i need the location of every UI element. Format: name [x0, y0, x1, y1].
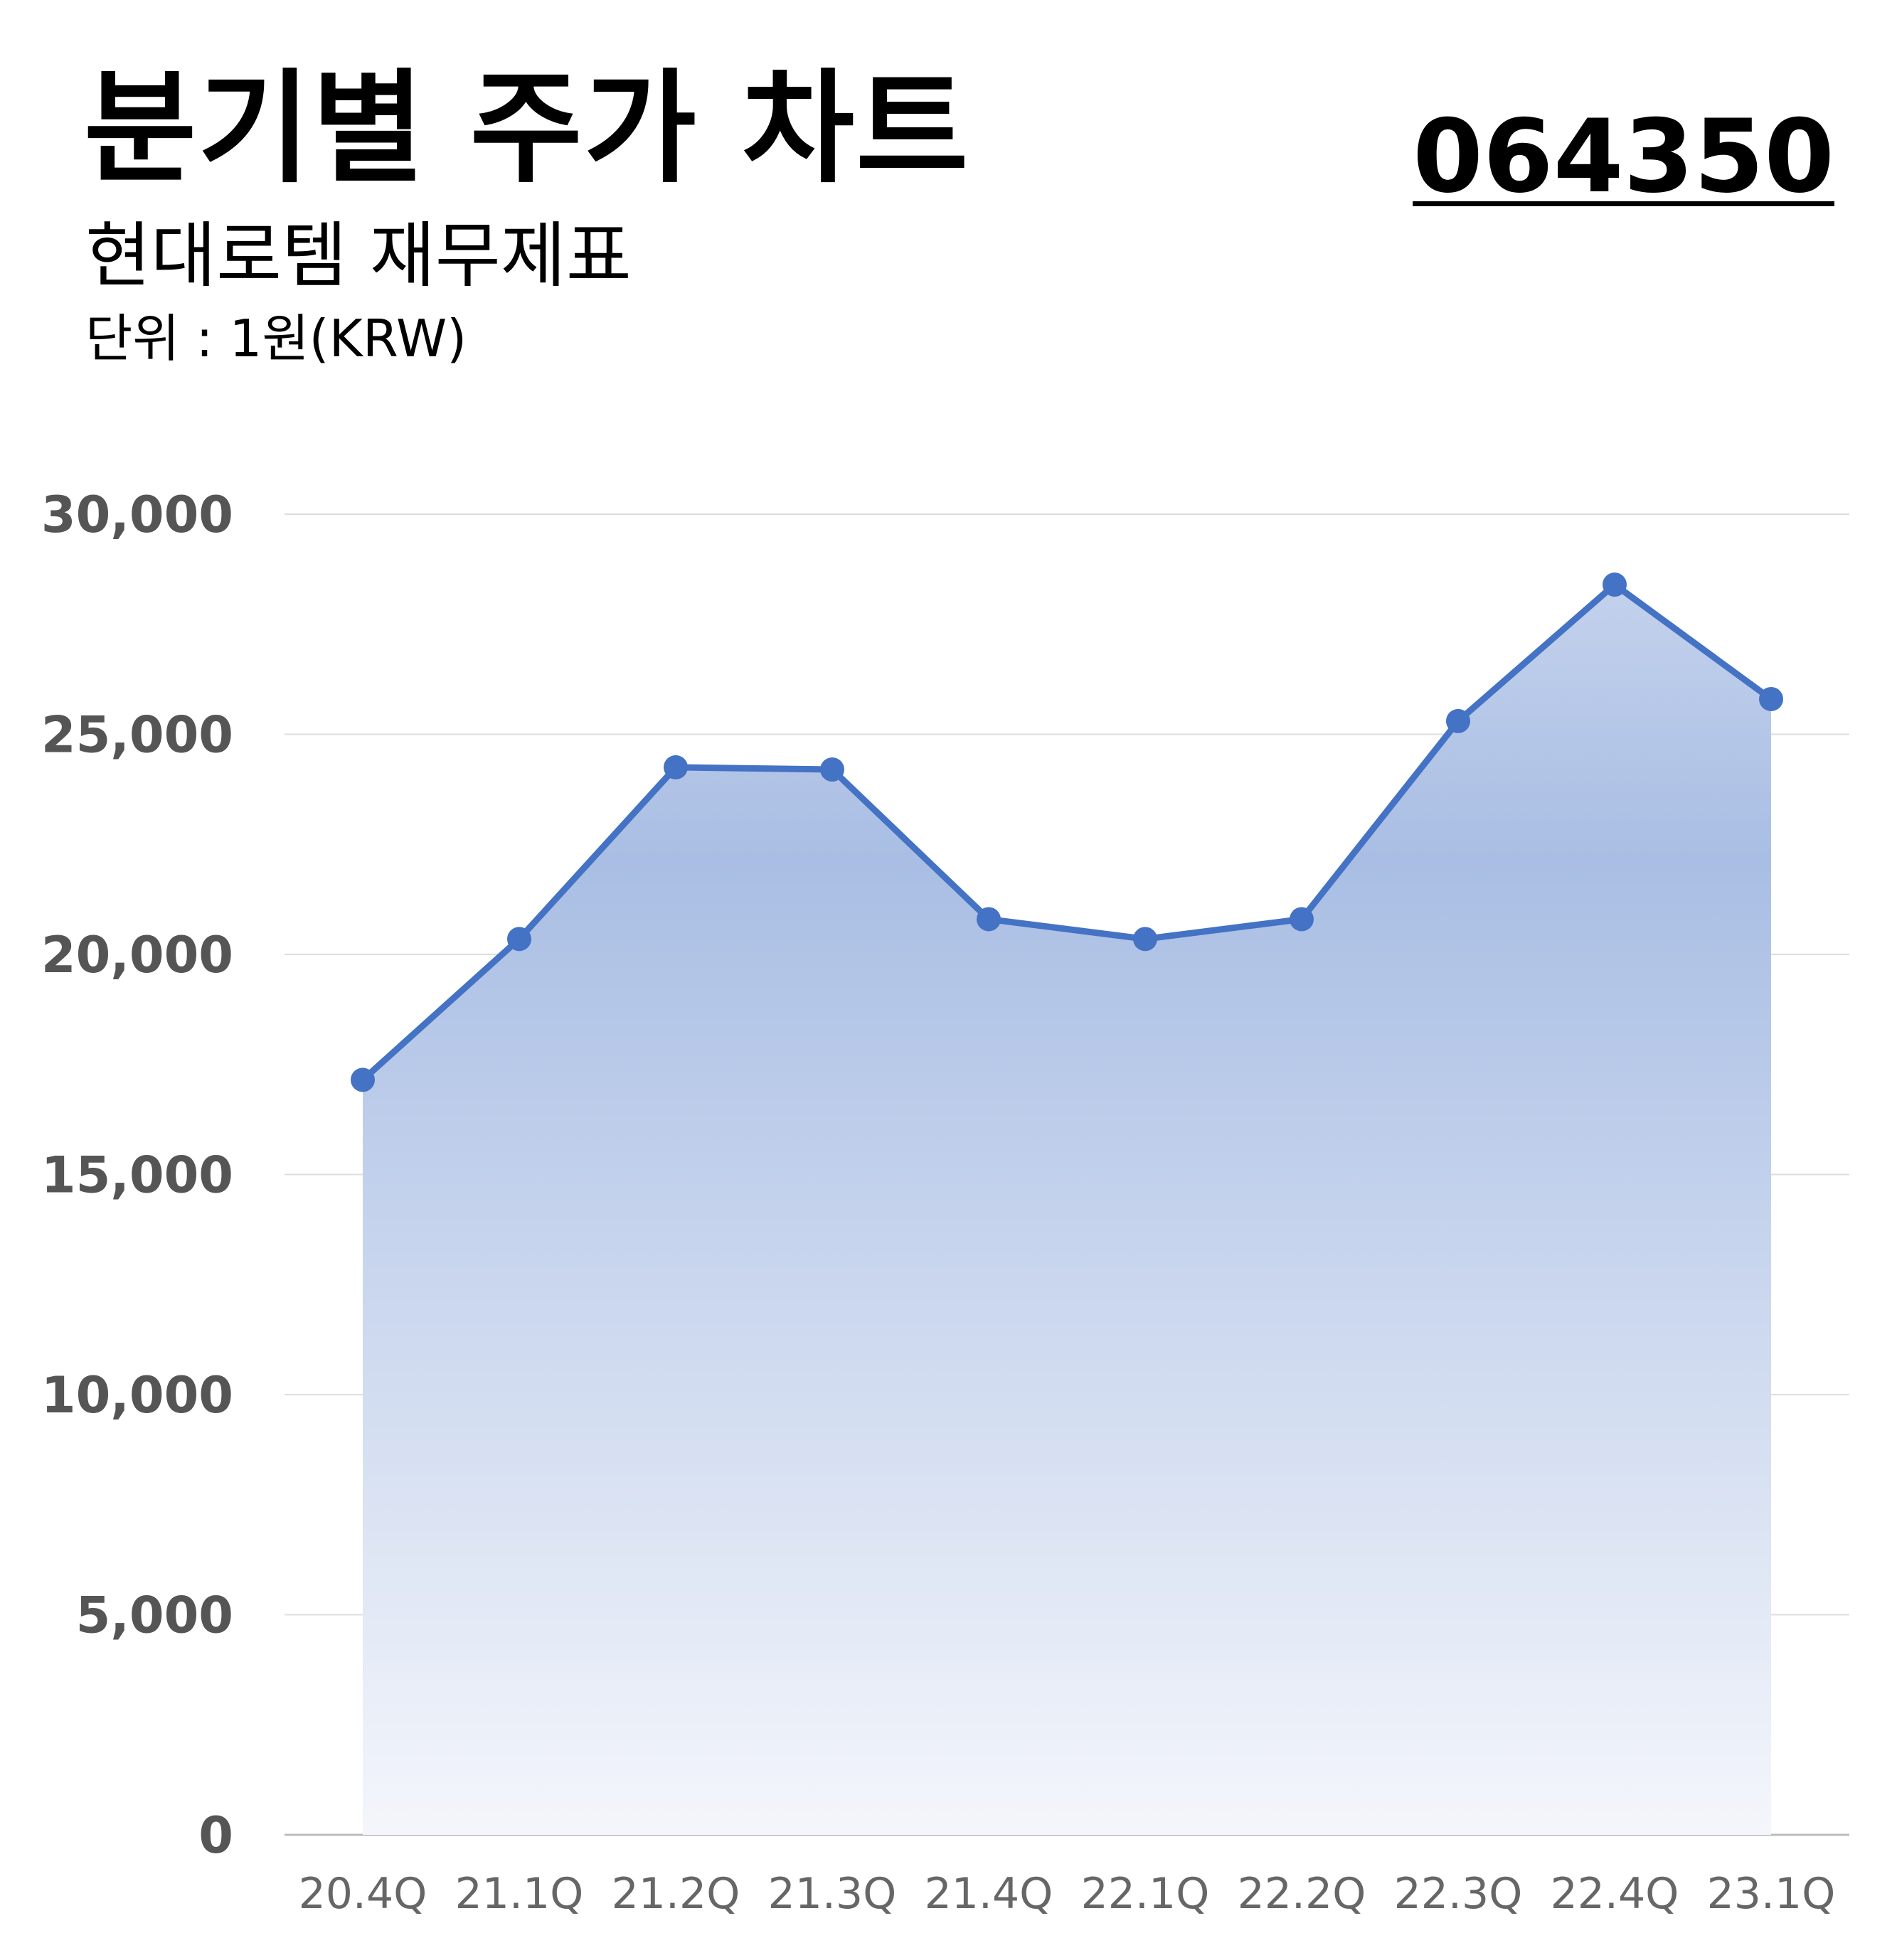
y-tick-label: 25,000	[41, 706, 233, 765]
y-tick-label: 30,000	[41, 486, 233, 544]
x-tick-label: 21.2Q	[612, 1869, 740, 1919]
unit-label: 단위 : 1원(KRW)	[85, 309, 467, 368]
x-axis-ticks: 20.4Q 21.1Q 21.2Q 21.3Q 21.4Q 22.1Q 22.2Q 22.3Q…	[299, 1869, 1836, 1919]
x-tick-label: 21.1Q	[455, 1869, 584, 1919]
x-tick-label: 23.1Q	[1707, 1869, 1836, 1919]
series-line-layer	[360, 581, 1773, 1082]
data-points	[351, 572, 1783, 1092]
y-tick-label: 5,000	[76, 1587, 233, 1645]
stock-code: 064350	[1413, 98, 1834, 215]
data-point	[1133, 927, 1157, 952]
chart-title: 분기별 주가 차트	[84, 57, 970, 200]
data-point	[1603, 572, 1627, 597]
x-tick-label: 22.4Q	[1551, 1869, 1679, 1919]
x-tick-label: 21.4Q	[925, 1869, 1053, 1919]
chart-subtitle: 현대로템 재무제표	[85, 214, 632, 297]
data-point	[1759, 686, 1783, 711]
x-tick-label: 22.1Q	[1081, 1869, 1210, 1919]
data-point	[351, 1067, 375, 1092]
data-point	[1290, 907, 1314, 932]
y-axis-ticks: 0 5,000 10,000 15,000 20,000 25,000 30,000	[41, 486, 233, 1865]
area-fill-layer	[363, 585, 1771, 1835]
x-tick-label: 22.3Q	[1394, 1869, 1523, 1919]
data-point	[1446, 708, 1470, 733]
data-point	[820, 757, 844, 782]
data-point	[507, 927, 531, 952]
x-tick-label: 22.2Q	[1238, 1869, 1366, 1919]
y-tick-label: 20,000	[41, 926, 233, 984]
data-point	[977, 907, 1001, 932]
x-tick-label: 21.3Q	[768, 1869, 897, 1919]
y-tick-label: 15,000	[41, 1146, 233, 1205]
y-tick-label: 10,000	[41, 1366, 233, 1424]
x-tick-label: 20.4Q	[299, 1869, 427, 1919]
data-point	[664, 755, 688, 779]
area-fill	[363, 585, 1771, 1835]
y-tick-label: 0	[198, 1806, 233, 1865]
series-line	[360, 581, 1773, 1082]
